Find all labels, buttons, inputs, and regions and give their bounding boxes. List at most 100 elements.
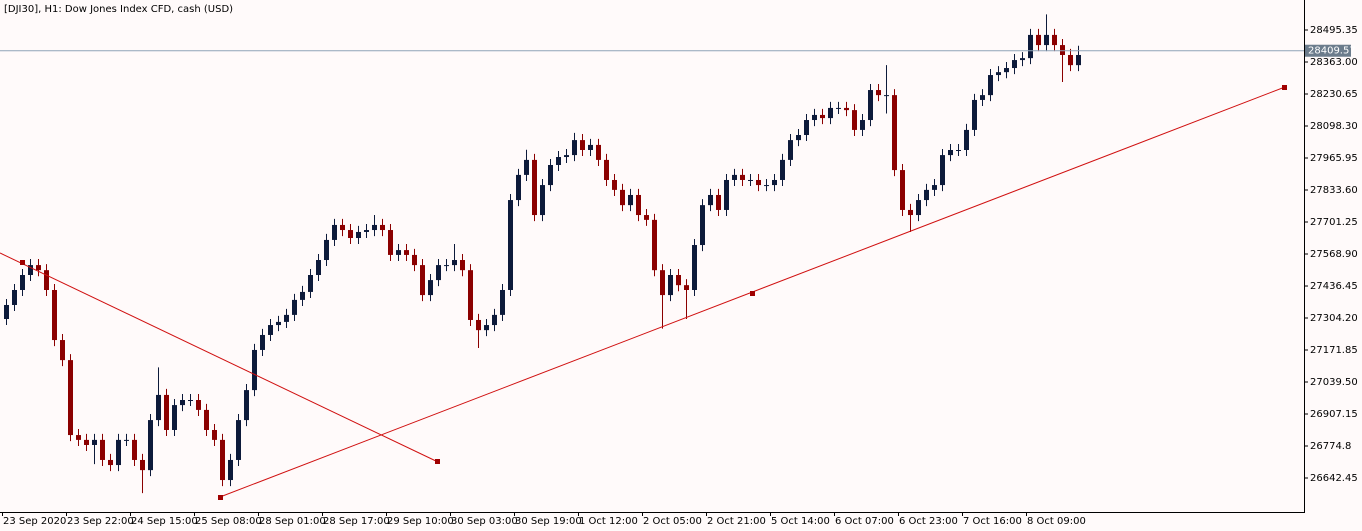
x-tick-label: 29 Sep 10:00 (387, 516, 454, 527)
candle-body (28, 265, 33, 276)
candle-body (260, 334, 265, 350)
candle-body (1020, 58, 1025, 61)
candle-body (324, 239, 329, 261)
candle-body (740, 174, 745, 180)
candle-body (684, 285, 689, 290)
candle-body (140, 459, 145, 471)
candle-body (468, 270, 473, 320)
candle-body (956, 150, 961, 152)
candle-body (340, 224, 345, 231)
candle-body (660, 270, 665, 296)
x-tick-label: 1 Oct 12:00 (579, 516, 638, 527)
candle-body (804, 120, 809, 136)
x-tick-label: 8 Oct 09:00 (1027, 516, 1086, 527)
candle-body (300, 291, 305, 300)
candle-body (212, 429, 217, 440)
trend-line (0, 252, 439, 463)
candle-body (308, 275, 313, 292)
candle-body (548, 164, 553, 186)
current-price-label: 28409.57 (1308, 46, 1356, 57)
candle-body (1076, 54, 1081, 66)
candle-body (156, 394, 161, 421)
x-tick-label: 23 Sep 2020 (3, 516, 66, 527)
candle-body (492, 314, 497, 326)
candle-body (748, 179, 753, 181)
candle-body (988, 75, 993, 96)
candle-body (228, 459, 233, 481)
candle-body (996, 72, 1001, 76)
y-tick-label: 27568.90 (1310, 249, 1358, 260)
candle-body (756, 179, 761, 186)
candle-body (92, 439, 97, 445)
candle-body (60, 340, 65, 361)
candle-body (68, 360, 73, 436)
candle-body (1004, 68, 1009, 73)
candle-body (396, 250, 401, 255)
candle-body (332, 224, 337, 240)
x-tick-label: 23 Sep 22:00 (67, 516, 134, 527)
candle-body (364, 230, 369, 232)
candle-body (188, 400, 193, 402)
candle-body (196, 400, 201, 410)
x-tick-label: 28 Sep 01:00 (259, 516, 326, 527)
candle-body (588, 144, 593, 151)
candle-body (20, 275, 25, 290)
candle-body (180, 400, 185, 406)
candle-body (612, 179, 617, 190)
candle-body (836, 107, 841, 109)
candle-body (348, 230, 353, 239)
candle-body (620, 189, 625, 206)
candle-body (780, 159, 785, 180)
x-tick-label: 24 Sep 15:00 (131, 516, 198, 527)
candle-body (124, 439, 129, 441)
candle-body (724, 179, 729, 210)
candle-body (44, 270, 49, 290)
candle-body (572, 140, 577, 156)
candle-body (796, 135, 801, 141)
candle-body (460, 260, 465, 271)
candle-body (708, 194, 713, 206)
candle-body (292, 299, 297, 315)
y-tick-label: 27436.45 (1310, 281, 1358, 292)
candle-body (436, 265, 441, 281)
candle-body (500, 289, 505, 315)
trend-handle (750, 291, 755, 296)
x-tick-label: 25 Sep 08:00 (195, 516, 262, 527)
candle-body (276, 321, 281, 326)
candle-body (764, 185, 769, 187)
candle-body (820, 114, 825, 119)
candle-body (444, 265, 449, 267)
candle-body (268, 325, 273, 335)
candle-body (420, 265, 425, 296)
candle-body (284, 314, 289, 322)
x-tick-label: 2 Oct 21:00 (707, 516, 766, 527)
candle-body (244, 390, 249, 421)
y-tick-label: 26907.15 (1310, 409, 1358, 420)
candle-body (692, 245, 697, 290)
x-tick-label: 30 Sep 19:00 (515, 516, 582, 527)
candle-body (788, 140, 793, 160)
x-tick-label: 6 Oct 23:00 (899, 516, 958, 527)
y-tick-label: 28098.30 (1310, 121, 1358, 132)
y-tick-label: 27965.95 (1310, 153, 1358, 164)
y-tick-label: 27304.20 (1310, 313, 1358, 324)
candle-body (1052, 34, 1057, 46)
candle-body (644, 215, 649, 220)
candle-body (356, 231, 361, 239)
candle-body (316, 260, 321, 276)
candle-body (204, 409, 209, 430)
candle-body (876, 90, 881, 96)
candle-body (428, 280, 433, 296)
x-tick-label: 7 Oct 16:00 (963, 516, 1022, 527)
candle-body (676, 275, 681, 286)
candle-body (892, 95, 897, 171)
candle-body (388, 230, 393, 255)
candle-body (252, 349, 257, 391)
candle-body (164, 394, 169, 430)
candle-body (380, 224, 385, 231)
candle-body (812, 114, 817, 121)
candle-body (524, 159, 529, 175)
